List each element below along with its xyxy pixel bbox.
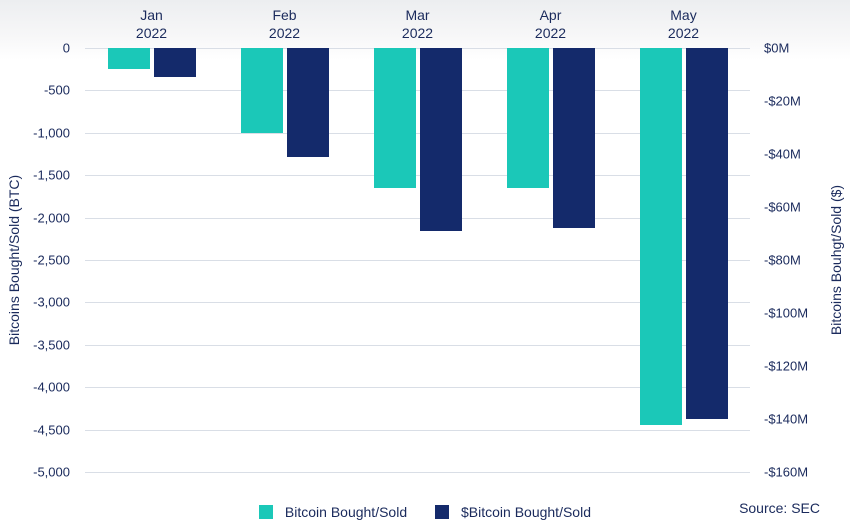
y-right-tick-labels: $0M-$20M-$40M-$60M-$80M-$100M-$120M-$140… — [758, 48, 828, 472]
y-right-tick: $0M — [764, 41, 828, 56]
bar — [287, 48, 329, 157]
x-tick-label: Apr2022 — [511, 6, 591, 42]
chart-container: Jan2022 Feb2022 Mar2022 Apr2022 May2022 0 -50… — [0, 0, 850, 530]
bar — [241, 48, 283, 133]
y-left-tick: -4,000 — [0, 380, 70, 395]
legend-item: Bitcoin Bought/Sold — [259, 504, 407, 520]
gridline — [85, 430, 750, 431]
y-left-axis-title: Bitcoins Bought/Sold (BTC) — [6, 175, 22, 345]
source-label: Source: SEC — [739, 500, 820, 516]
y-right-tick: -$160M — [764, 465, 828, 480]
bar — [108, 48, 150, 69]
bar — [374, 48, 416, 188]
bar — [507, 48, 549, 188]
legend-swatch — [259, 505, 273, 519]
y-left-tick: -500 — [0, 83, 70, 98]
x-tick-label: Feb2022 — [245, 6, 325, 42]
y-left-tick: 0 — [0, 41, 70, 56]
x-tick-label: Jan2022 — [112, 6, 192, 42]
y-right-axis-title: Bitcoins Bouhgt/Sold ($) — [828, 185, 844, 335]
x-tick-label: May2022 — [644, 6, 724, 42]
bar — [420, 48, 462, 231]
legend: Bitcoin Bought/Sold $Bitcoin Bought/Sold — [0, 498, 850, 526]
bar — [686, 48, 728, 419]
y-left-tick: -1,000 — [0, 125, 70, 140]
bar — [154, 48, 196, 77]
x-axis-labels: Jan2022 Feb2022 Mar2022 Apr2022 May2022 — [85, 6, 750, 50]
y-left-tick: -4,500 — [0, 422, 70, 437]
y-right-tick: -$20M — [764, 94, 828, 109]
y-right-tick: -$60M — [764, 200, 828, 215]
y-right-tick: -$80M — [764, 253, 828, 268]
legend-label: Bitcoin Bought/Sold — [285, 504, 407, 520]
y-right-tick: -$140M — [764, 412, 828, 427]
legend-item: $Bitcoin Bought/Sold — [435, 504, 591, 520]
plot-area — [85, 48, 750, 472]
bar — [640, 48, 682, 425]
y-right-tick: -$100M — [764, 306, 828, 321]
bar — [553, 48, 595, 228]
legend-swatch — [435, 505, 449, 519]
y-right-tick: -$120M — [764, 359, 828, 374]
y-right-tick: -$40M — [764, 147, 828, 162]
y-left-tick: -5,000 — [0, 465, 70, 480]
x-tick-label: Mar2022 — [378, 6, 458, 42]
legend-label: $Bitcoin Bought/Sold — [461, 504, 591, 520]
gridline — [85, 472, 750, 473]
